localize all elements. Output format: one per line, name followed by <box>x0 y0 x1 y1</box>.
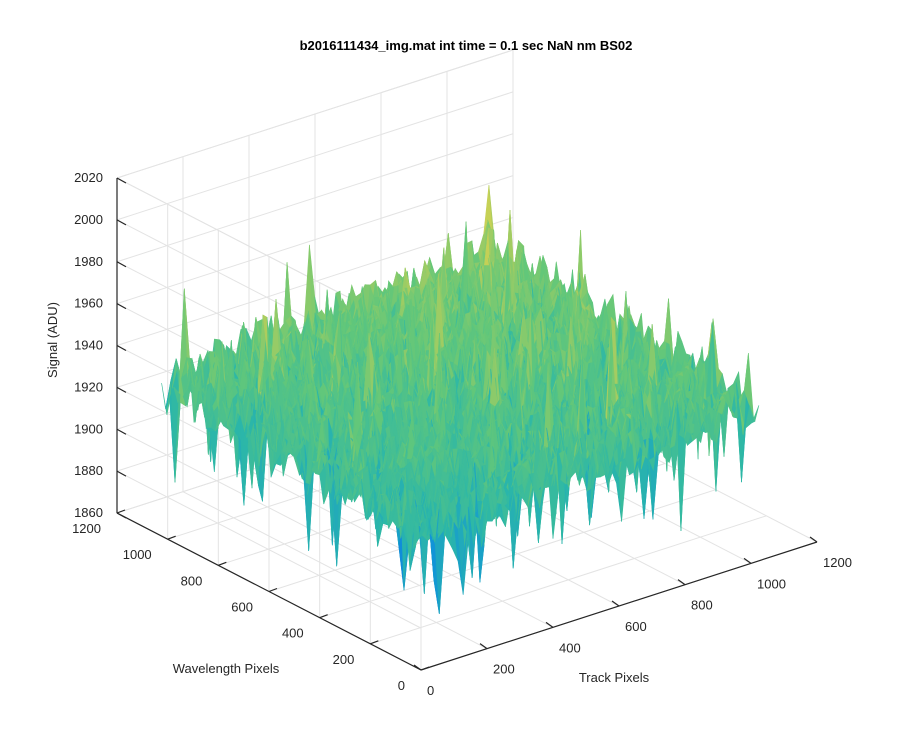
x-tick <box>743 557 752 564</box>
z-tick-label: 1980 <box>74 254 103 269</box>
z-tick <box>116 303 127 310</box>
x-axis-label: Track Pixels <box>579 670 650 685</box>
surface-patch <box>749 405 760 423</box>
y-tick-label: 800 <box>181 573 203 588</box>
z-tick <box>116 177 127 184</box>
y-tick <box>167 535 176 540</box>
y-axis-label: Wavelength Pixels <box>173 661 280 676</box>
z-tick <box>116 470 127 477</box>
z-tick-label: 2000 <box>74 212 103 227</box>
y-tick <box>218 561 227 566</box>
x-tick-label: 1200 <box>823 555 852 570</box>
x-tick <box>611 600 620 607</box>
axis-layer: 1860188019001920194019601980200020200200… <box>72 170 852 698</box>
x-tick <box>677 579 686 586</box>
z-tick-label: 1920 <box>74 379 103 394</box>
y-tick-label: 600 <box>231 600 253 615</box>
y-tick <box>116 509 126 514</box>
z-tick <box>116 219 127 226</box>
surface-layer <box>161 185 760 614</box>
x-tick-label: 1000 <box>757 576 786 591</box>
chart-title: b2016111434_img.mat int time = 0.1 sec N… <box>300 38 633 53</box>
x-tick <box>809 536 818 543</box>
z-tick-label: 1860 <box>74 505 103 520</box>
y-tick-label: 400 <box>282 626 304 641</box>
z-tick-label: 1960 <box>74 296 103 311</box>
x-tick <box>545 621 554 628</box>
x-tick-label: 0 <box>427 683 434 698</box>
grid-line <box>182 491 488 650</box>
x-tick-label: 400 <box>559 640 581 655</box>
x-tick-label: 800 <box>691 598 713 613</box>
z-axis-label: Signal (ADU) <box>45 302 60 378</box>
z-tick-label: 2020 <box>74 170 103 185</box>
z-tick-label: 1900 <box>74 421 103 436</box>
y-tick-label: 1200 <box>72 521 101 536</box>
z-tick <box>116 261 127 268</box>
z-tick <box>116 428 127 435</box>
y-tick <box>268 587 278 593</box>
y-tick <box>319 614 328 619</box>
z-tick <box>116 344 127 352</box>
y-tick-label: 200 <box>333 652 355 667</box>
y-tick <box>370 640 379 645</box>
z-tick <box>116 386 127 393</box>
x-tick-label: 200 <box>493 662 515 677</box>
x-tick <box>413 664 422 671</box>
x-tick <box>479 643 488 650</box>
x-tick-label: 600 <box>625 619 647 634</box>
z-tick-label: 1940 <box>74 338 103 353</box>
y-tick-label: 1000 <box>123 547 152 562</box>
box-edge <box>116 49 514 179</box>
y-tick-label: 0 <box>398 678 405 693</box>
z-tick-label: 1880 <box>74 463 103 478</box>
